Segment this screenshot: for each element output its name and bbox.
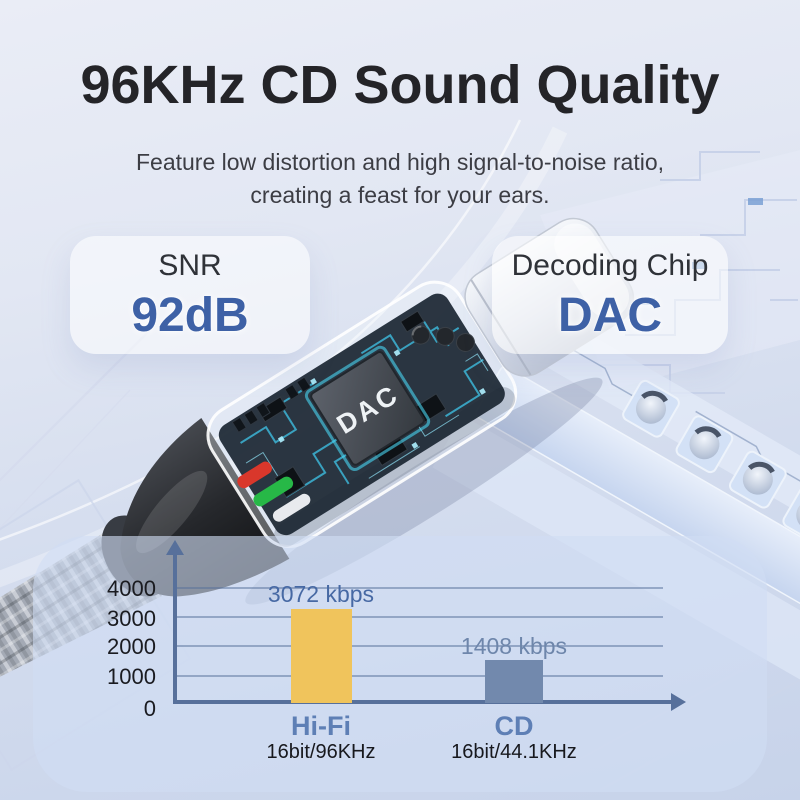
category-sublabel-cd: 16bit/44.1KHz [451, 741, 577, 763]
y-tick-4000: 4000 [107, 576, 156, 601]
gridline-3000 [177, 616, 663, 618]
pcb-pins [231, 376, 312, 434]
bar-value-cd: 1408 kbps [460, 633, 568, 659]
page-title: 96KHz CD Sound Quality [80, 55, 720, 115]
snr-label: SNR [158, 249, 222, 282]
y-tick-2000: 2000 [107, 634, 156, 659]
x-axis-arrow [671, 693, 686, 711]
wire-white [272, 493, 311, 522]
subtitle-line-2: creating a feast for your ears. [250, 182, 550, 208]
chart-panel [33, 536, 767, 792]
snr-value: 92dB [131, 289, 249, 342]
pcb-round-caps [411, 325, 475, 353]
y-axis-arrow [166, 540, 184, 555]
wire-red [237, 461, 272, 489]
category-label-cd: CD [494, 711, 534, 741]
x-axis-line [173, 700, 675, 704]
decoding-chip-value: DAC [558, 289, 662, 342]
category-sublabel-hifi: 16bit/96KHz [266, 741, 376, 763]
connector-wires [237, 461, 311, 522]
y-tick-0: 0 [143, 696, 156, 721]
bar-hifi [291, 609, 352, 703]
decor-capacitors [622, 379, 800, 544]
decoding-chip-card: Decoding Chip DAC [492, 236, 728, 354]
gridline-1000 [177, 675, 663, 677]
category-label-hifi: Hi-Fi [291, 711, 351, 741]
dac-chip: DAC [304, 345, 431, 472]
gridline-4000 [177, 587, 663, 589]
page-subtitle: Feature low distortion and high signal-t… [0, 146, 800, 212]
y-tick-3000: 3000 [107, 606, 156, 631]
bar-value-hifi: 3072 kbps [267, 581, 375, 607]
snr-card: SNR 92dB [70, 236, 310, 354]
decoding-chip-label: Decoding Chip [511, 249, 709, 282]
bar-cd [485, 660, 543, 703]
wire-green [253, 476, 294, 507]
y-tick-1000: 1000 [107, 664, 156, 689]
subtitle-line-1: Feature low distortion and high signal-t… [135, 149, 664, 175]
gridline-2000 [177, 645, 663, 647]
y-axis-line [173, 554, 177, 703]
